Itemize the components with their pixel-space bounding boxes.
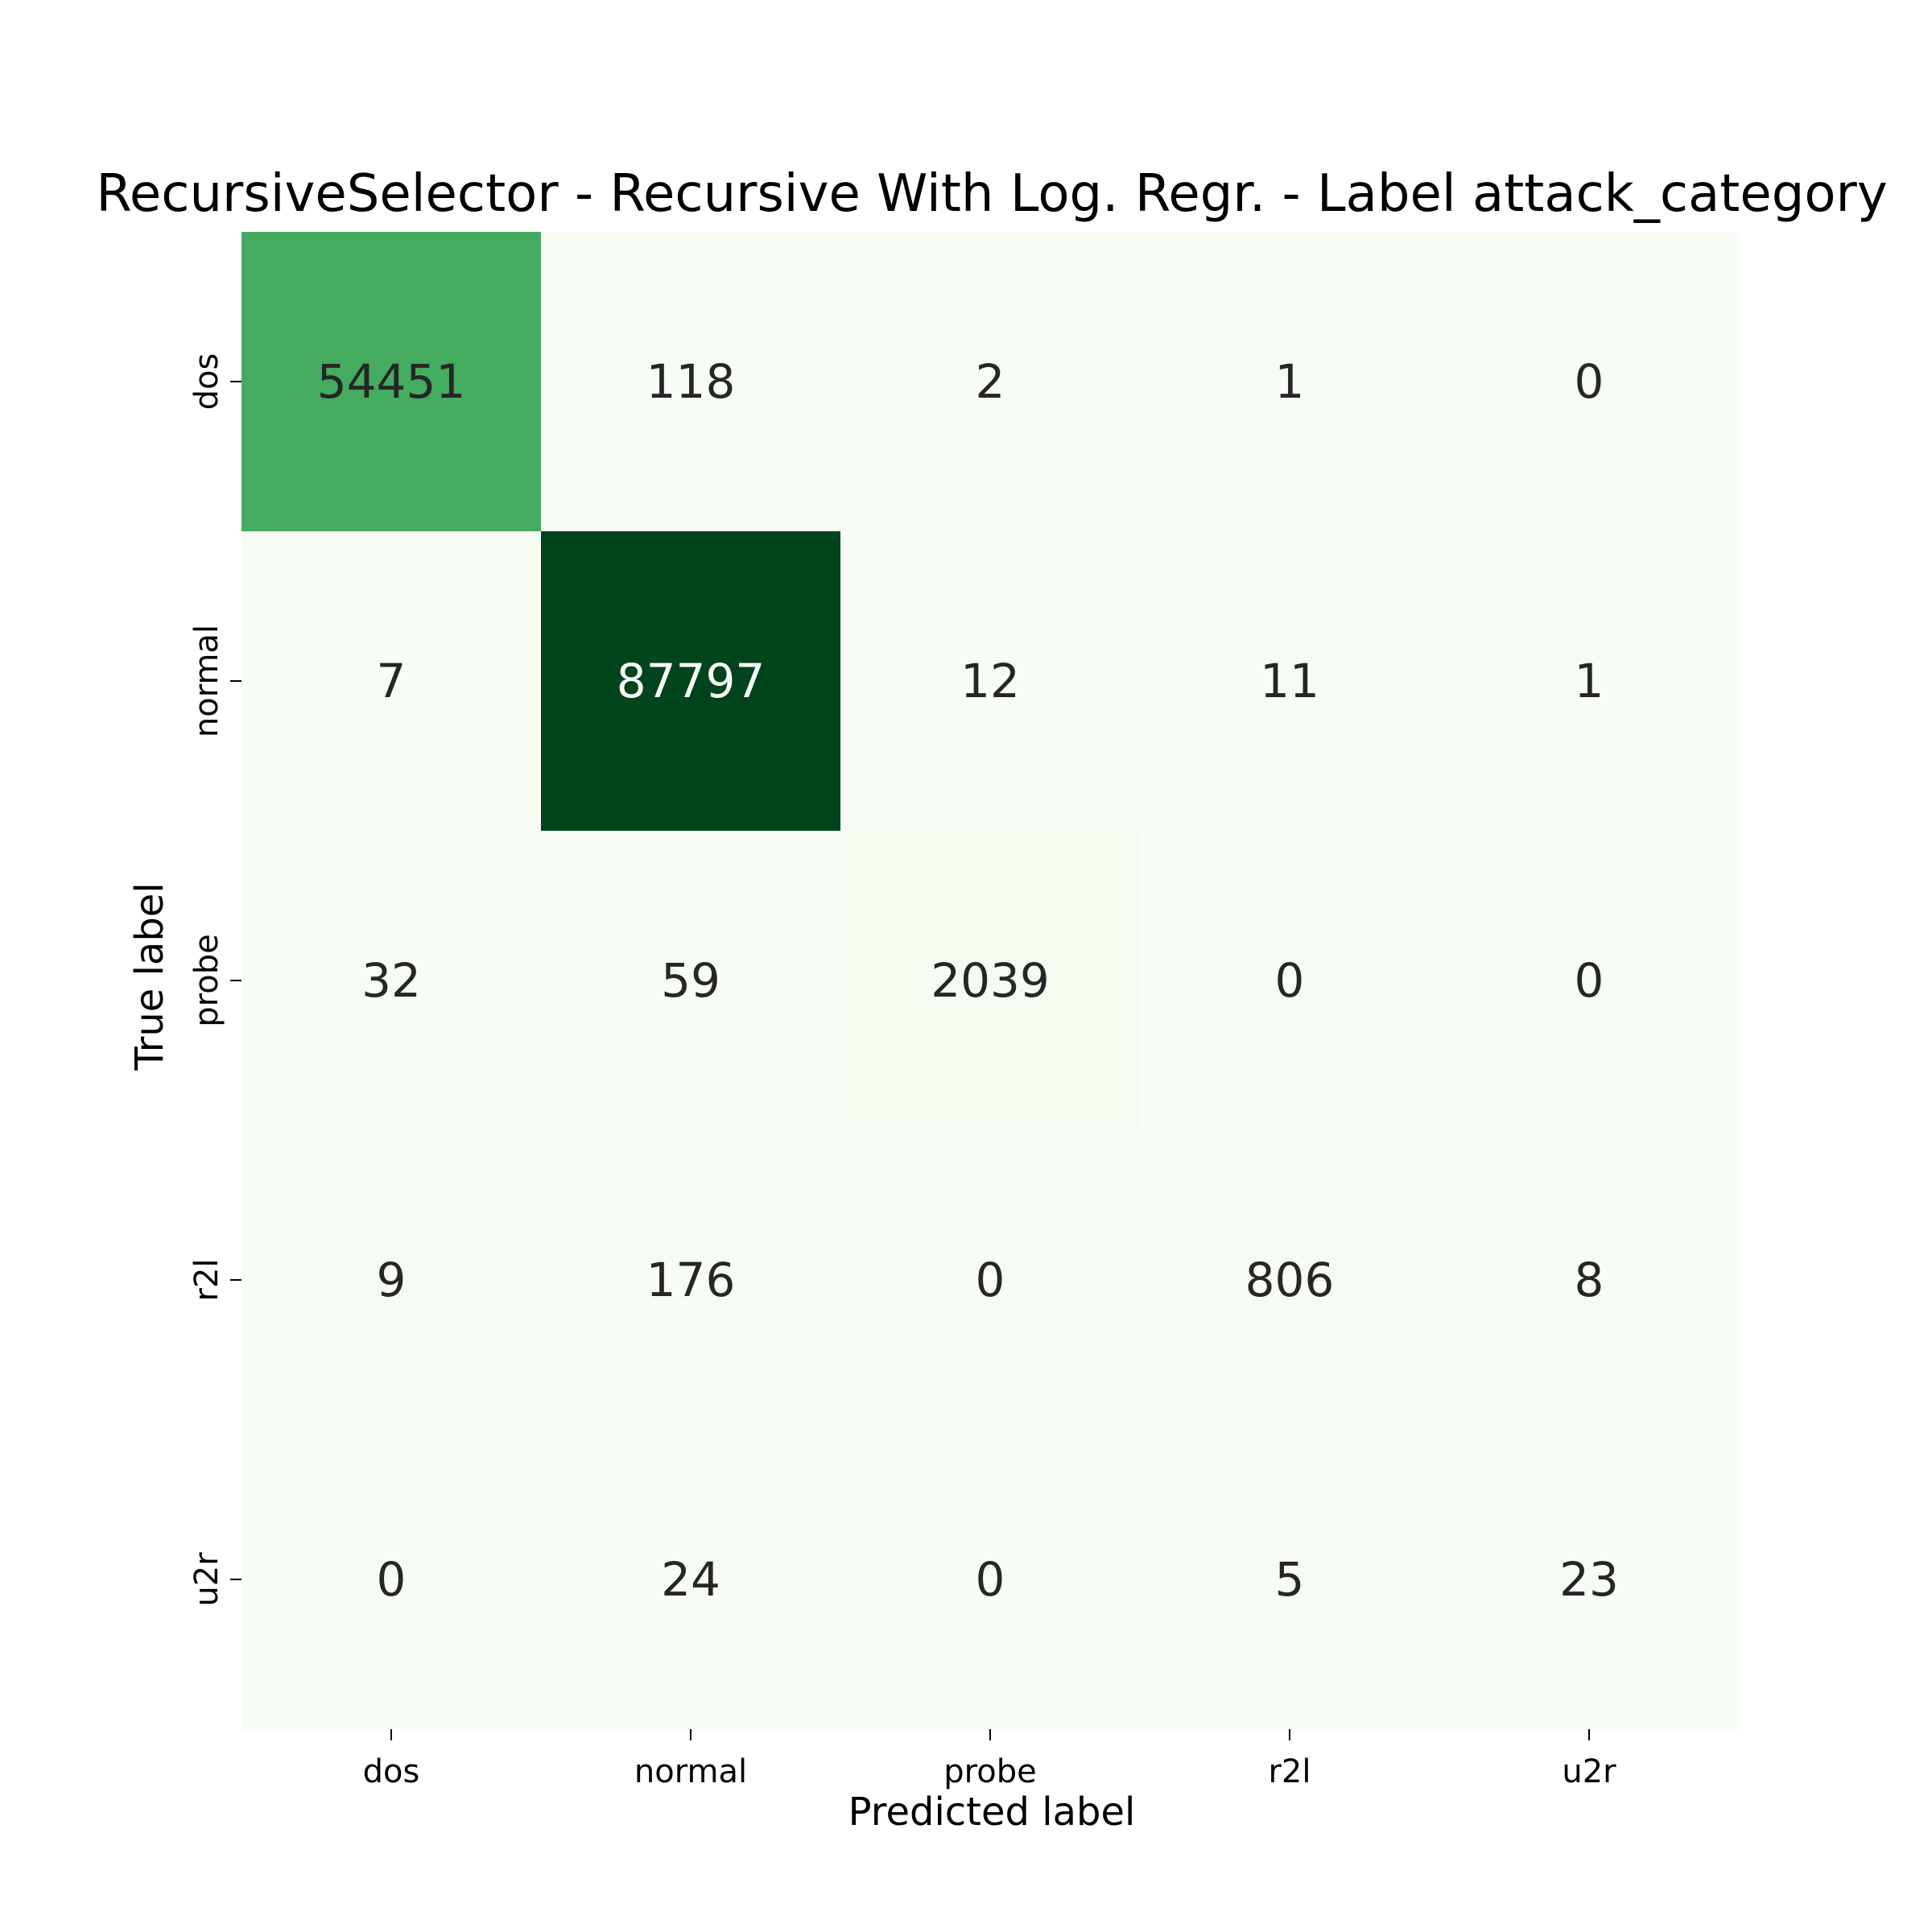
cell-value-label: 0	[1575, 354, 1604, 409]
heatmap-cell-u2r-u2r	[1439, 1430, 1740, 1730]
cell-value-label: 32	[361, 953, 421, 1008]
cell-value-label: 1	[1575, 654, 1604, 708]
cell-value-label: 5	[1275, 1552, 1305, 1607]
cell-value-label: 2	[976, 354, 1005, 409]
x-tick-label-probe: probe	[943, 1753, 1036, 1790]
cell-value-label: 8	[1575, 1253, 1604, 1307]
y-tick-label-r2l: r2l	[188, 1258, 225, 1301]
heatmap-cell-probe-r2l	[1140, 831, 1440, 1131]
heatmap-cell-normal-normal	[541, 531, 841, 832]
cell-value-label: 2039	[931, 953, 1050, 1008]
heatmap-cell-dos-normal	[541, 232, 841, 532]
heatmap-cells	[242, 232, 1740, 1730]
heatmap-cell-r2l-u2r	[1439, 1130, 1740, 1430]
y-tick-label-u2r: u2r	[188, 1552, 225, 1607]
heatmap-cell-r2l-r2l	[1140, 1130, 1440, 1430]
x-axis-label: Predicted label	[848, 1790, 1136, 1835]
cell-value-label: 806	[1245, 1253, 1335, 1307]
y-tick-label-dos: dos	[188, 353, 225, 411]
cell-value-label: 0	[1275, 953, 1305, 1008]
cell-value-label: 11	[1260, 654, 1319, 708]
heatmap-cell-normal-r2l	[1140, 531, 1440, 832]
cell-value-label: 0	[1575, 953, 1604, 1008]
chart-title: RecursiveSelector - Recursive With Log. …	[96, 164, 1887, 224]
cell-value-label: 54451	[317, 354, 466, 409]
heatmap-cell-u2r-dos	[242, 1430, 542, 1730]
heatmap-cell-probe-normal	[541, 831, 841, 1131]
heatmap-cell-r2l-normal	[541, 1130, 841, 1430]
cell-value-label: 23	[1559, 1552, 1619, 1607]
heatmap-cell-normal-dos	[242, 531, 542, 832]
heatmap-cell-u2r-probe	[840, 1430, 1141, 1730]
y-axis-label: True label	[127, 882, 172, 1071]
cell-value-label: 12	[960, 654, 1020, 708]
heatmap-cell-normal-probe	[840, 531, 1141, 832]
x-tick-label-r2l: r2l	[1268, 1753, 1311, 1790]
heatmap-cell-probe-u2r	[1439, 831, 1740, 1131]
heatmap-cell-probe-probe	[840, 831, 1141, 1131]
cell-value-label: 1	[1275, 354, 1305, 409]
x-tick-label-dos: dos	[363, 1753, 420, 1790]
x-axis-ticks: dos normal probe r2l u2r	[363, 1729, 1616, 1790]
cell-value-label: 118	[646, 354, 736, 409]
cell-value-label: 7	[377, 654, 407, 708]
y-axis-ticks: dos normal probe r2l u2r	[188, 353, 242, 1607]
heatmap-cell-u2r-r2l	[1140, 1430, 1440, 1730]
heatmap-cell-r2l-dos	[242, 1130, 542, 1430]
cell-value-label: 0	[377, 1552, 407, 1607]
heatmap-cell-dos-u2r	[1439, 232, 1740, 532]
x-tick-label-normal: normal	[634, 1753, 747, 1790]
cell-value-label: 24	[661, 1552, 720, 1607]
heatmap-cell-normal-u2r	[1439, 531, 1740, 832]
cell-value-label: 9	[377, 1253, 407, 1307]
heatmap-cell-dos-dos	[242, 232, 542, 532]
heatmap-cell-dos-r2l	[1140, 232, 1440, 532]
y-tick-label-normal: normal	[188, 625, 225, 737]
cell-value-label: 176	[646, 1253, 736, 1307]
cell-value-labels: 54451 118 2 1 07 87797 12 11 132 59 2039 0 09 176 0 806…	[317, 354, 1619, 1607]
cell-value-label: 0	[976, 1552, 1005, 1607]
cell-value-label: 0	[976, 1253, 1005, 1307]
heatmap-cell-dos-probe	[840, 232, 1141, 532]
cell-value-label: 87797	[617, 654, 766, 708]
cell-value-label: 59	[661, 953, 720, 1008]
y-tick-label-probe: probe	[188, 934, 225, 1026]
x-tick-label-u2r: u2r	[1562, 1753, 1616, 1790]
heatmap-cell-probe-dos	[242, 831, 542, 1131]
heatmap-cell-r2l-probe	[840, 1130, 1141, 1430]
heatmap-cell-u2r-normal	[541, 1430, 841, 1730]
